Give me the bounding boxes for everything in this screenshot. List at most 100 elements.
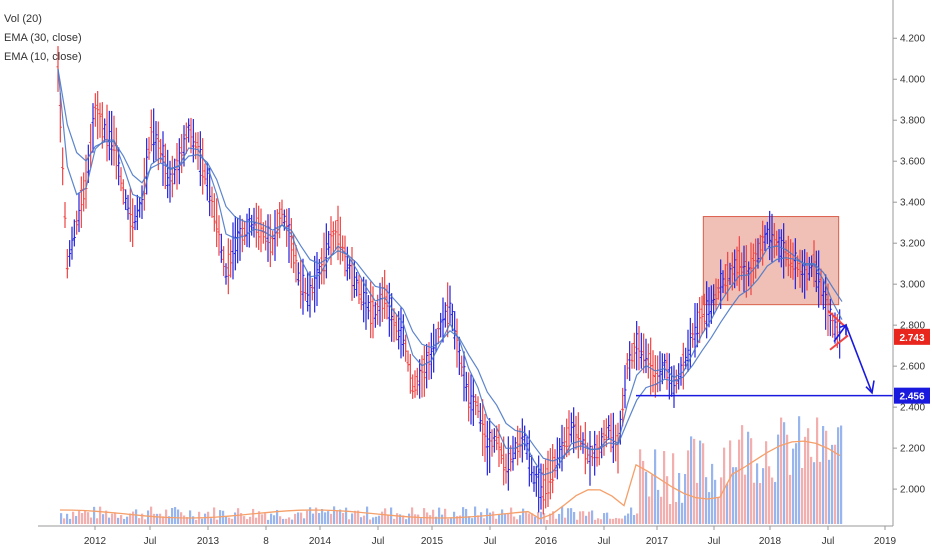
last-price-label-bg: [894, 328, 930, 345]
volume-bar: [585, 515, 588, 524]
volume-bar: [210, 518, 213, 524]
volume-bar: [447, 518, 450, 524]
volume-bar: [495, 518, 498, 524]
volume-bar: [132, 511, 135, 524]
volume-bar: [243, 516, 246, 524]
volume-bar: [153, 513, 156, 524]
volume-bar: [735, 467, 738, 524]
volume-bar: [105, 510, 108, 524]
volume-bar: [558, 513, 561, 524]
y-tick-label: 2.800: [900, 321, 925, 332]
y-tick-label: 2.600: [900, 362, 925, 373]
volume-bar: [384, 508, 387, 524]
volume-bar: [411, 507, 414, 524]
volume-bar: [93, 506, 96, 524]
volume-bar: [330, 513, 333, 524]
volume-bar: [135, 509, 138, 524]
volume-bar: [162, 516, 165, 524]
volume-bar: [690, 436, 693, 524]
y-tick-label: 4.000: [900, 75, 925, 86]
volume-bar: [402, 515, 405, 524]
volume-bar: [627, 513, 630, 524]
y-tick-label: 2.200: [900, 444, 925, 455]
volume-bar: [801, 467, 804, 524]
volume-bar: [828, 459, 831, 524]
volume-bar: [489, 512, 492, 524]
volume-bar: [729, 440, 732, 524]
volume-bar: [732, 467, 735, 524]
volume-bar: [696, 482, 699, 524]
volume-bar: [792, 448, 795, 524]
volume-bar: [762, 468, 765, 524]
support-price-label-bg: [894, 387, 930, 404]
volume-bar: [414, 514, 417, 524]
volume-bar: [504, 513, 507, 524]
volume-bar: [753, 482, 756, 524]
volume-bar: [531, 513, 534, 524]
volume-bar: [321, 508, 324, 524]
volume-bar: [96, 518, 99, 524]
volume-bar: [72, 511, 75, 524]
x-tick-label: 2015: [421, 536, 444, 547]
indicator-legend: Vol (20) EMA (30, close) EMA (10, close): [4, 10, 82, 67]
volume-bar: [258, 511, 261, 524]
volume-bar: [432, 509, 435, 524]
volume-bar: [60, 513, 63, 524]
volume-bar: [357, 510, 360, 524]
volume-bar: [738, 439, 741, 524]
volume-bar: [612, 518, 615, 524]
volume-bar: [405, 519, 408, 524]
volume-bar: [726, 483, 729, 524]
volume-bar: [438, 507, 441, 524]
volume-bar: [435, 516, 438, 524]
volume-bar: [519, 515, 522, 524]
volume-bar: [441, 514, 444, 524]
volume-bar: [237, 508, 240, 524]
volume-bar: [66, 513, 69, 524]
volume-bar: [789, 474, 792, 524]
x-tick-label: 2014: [309, 536, 332, 547]
volume-bar: [603, 513, 606, 524]
y-tick-label: 3.000: [900, 280, 925, 291]
x-tick-label: Jul: [598, 536, 611, 547]
volume-bar: [123, 518, 126, 524]
volume-bar: [186, 516, 189, 524]
x-tick-label: 2012: [84, 536, 107, 547]
volume-bar: [621, 518, 624, 524]
volume-bar: [90, 517, 93, 524]
volume-bar: [267, 519, 270, 524]
volume-bar: [639, 449, 642, 524]
volume-bar: [591, 510, 594, 524]
volume-bar: [837, 427, 840, 524]
volume-bar: [816, 417, 819, 524]
volume-bar: [171, 507, 174, 524]
legend-volume: Vol (20): [4, 13, 42, 25]
volume-bar: [660, 496, 663, 524]
volume-bar: [117, 517, 120, 524]
volume-bar: [369, 519, 372, 524]
volume-bar: [774, 481, 777, 524]
ema10-line: [57, 68, 843, 476]
volume-bar: [309, 507, 312, 524]
volume-bar: [288, 517, 291, 524]
pattern-lower-line: [829, 334, 849, 351]
volume-bar: [672, 453, 675, 524]
volume-bar: [522, 508, 525, 524]
legend-ema30: EMA (30, close): [4, 32, 82, 44]
volume-bar: [252, 508, 255, 524]
volume-bar: [714, 479, 717, 524]
volume-bar: [423, 508, 426, 524]
volume-bar: [291, 519, 294, 524]
volume-bars: [59, 416, 843, 524]
volume-bar: [297, 512, 300, 524]
volume-bar: [768, 466, 771, 524]
volume-bar: [381, 511, 384, 524]
volume-bar: [141, 513, 144, 524]
volume-bar: [795, 443, 798, 524]
volume-bar: [279, 516, 282, 524]
volume-bar: [525, 512, 528, 524]
volume-bar: [189, 510, 192, 524]
volume-bar: [654, 449, 657, 524]
volume-bar: [492, 511, 495, 524]
